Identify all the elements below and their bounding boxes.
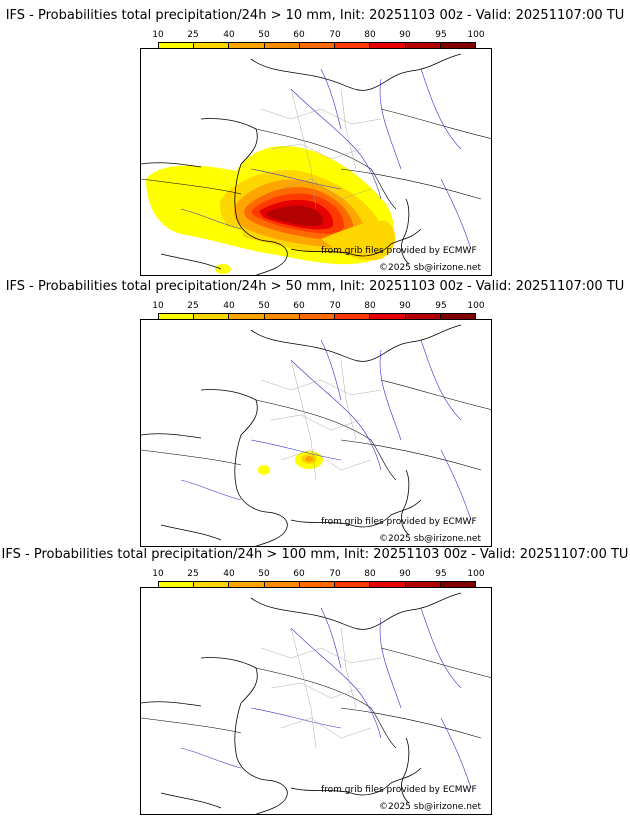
panel-100mm: IFS - Probabilities total precipitation/… (0, 547, 630, 822)
legend-swatch (299, 43, 336, 49)
legend-tick: 100 (467, 569, 485, 579)
legend-tick: 40 (223, 30, 235, 40)
legend-tick: 10 (152, 569, 164, 579)
rivers (180, 339, 472, 521)
rivers (180, 68, 472, 250)
legend-tick: 70 (329, 301, 341, 311)
legend-swatch (335, 582, 371, 588)
admin-boundaries (260, 359, 382, 481)
legend-swatch (405, 314, 441, 320)
legend-tick: 50 (258, 569, 270, 579)
legend-swatch (370, 314, 406, 320)
legend-swatch (299, 582, 336, 588)
panel-title: IFS - Probabilities total precipitation/… (1, 547, 629, 562)
legend-swatch (440, 43, 475, 49)
legend-tick: 60 (293, 569, 305, 579)
map-svg (141, 53, 491, 275)
precip-field (258, 451, 323, 475)
legend-tick: 80 (364, 30, 376, 40)
legend-tick: 60 (293, 301, 305, 311)
legend-tick: 95 (435, 30, 447, 40)
map-frame: from grib files provided by ECMWF ©2025 … (140, 319, 492, 547)
legend-swatch (264, 43, 300, 49)
panel-50mm: IFS - Probabilities total precipitation/… (0, 279, 630, 549)
credit-copyright: ©2025 sb@irizone.net (379, 534, 481, 544)
legend-swatch (229, 314, 265, 320)
map-frame: from grib files provided by ECMWF ©2025 … (140, 587, 492, 815)
precip-field (146, 145, 396, 274)
legend-swatch (159, 314, 195, 320)
map-svg (141, 324, 491, 546)
legend-tick: 90 (399, 30, 411, 40)
legend-tick: 40 (223, 569, 235, 579)
legend-tick: 100 (467, 30, 485, 40)
legend-swatch (229, 582, 265, 588)
rivers (180, 607, 472, 789)
credit-source: from grib files provided by ECMWF (321, 785, 477, 795)
legend-swatch (264, 582, 300, 588)
legend-tick: 80 (364, 569, 376, 579)
legend-swatch (229, 43, 265, 49)
legend-tick: 50 (258, 30, 270, 40)
legend-tick: 25 (187, 30, 199, 40)
legend-swatch (335, 314, 371, 320)
legend-tick: 50 (258, 301, 270, 311)
legend-swatch (264, 314, 300, 320)
legend-tick: 40 (223, 301, 235, 311)
coastline (141, 324, 462, 546)
legend-swatch (440, 582, 475, 588)
credit-copyright: ©2025 sb@irizone.net (379, 263, 481, 273)
legend-swatch (194, 43, 230, 49)
legend-tick: 10 (152, 301, 164, 311)
legend-tick: 70 (329, 30, 341, 40)
country-borders (141, 647, 491, 749)
coastline (141, 592, 462, 814)
legend-tick: 90 (399, 301, 411, 311)
legend-swatch (440, 314, 475, 320)
admin-boundaries (260, 627, 382, 749)
admin-boundaries (260, 88, 382, 210)
panel-title: IFS - Probabilities total precipitation/… (5, 279, 625, 294)
country-borders (141, 108, 491, 210)
panel-10mm: IFS - Probabilities total precipitation/… (0, 8, 630, 278)
legend-swatch (299, 314, 336, 320)
map-frame: from grib files provided by ECMWF ©2025 … (140, 48, 492, 276)
legend-swatch (159, 582, 195, 588)
legend-tick: 70 (329, 569, 341, 579)
legend-tick: 95 (435, 301, 447, 311)
legend-swatch (405, 582, 441, 588)
credit-copyright: ©2025 sb@irizone.net (379, 802, 481, 812)
color-legend: 10 25 40 50 60 70 80 90 95 100 (152, 569, 485, 591)
legend-swatch (159, 43, 195, 49)
legend-tick: 25 (187, 301, 199, 311)
legend-tick: 100 (467, 301, 485, 311)
country-borders (141, 379, 491, 481)
legend-swatch (194, 582, 230, 588)
panel-title: IFS - Probabilities total precipitation/… (5, 8, 625, 23)
legend-swatch (335, 43, 371, 49)
legend-swatch (370, 43, 406, 49)
legend-tick: 95 (435, 569, 447, 579)
legend-swatch (370, 582, 406, 588)
legend-tick: 80 (364, 301, 376, 311)
legend-tick: 25 (187, 569, 199, 579)
legend-swatch (405, 43, 441, 49)
legend-tick: 90 (399, 569, 411, 579)
legend-swatch (194, 314, 230, 320)
legend-tick: 60 (293, 30, 305, 40)
map-svg (141, 592, 491, 814)
credit-source: from grib files provided by ECMWF (321, 246, 477, 256)
credit-source: from grib files provided by ECMWF (321, 517, 477, 527)
legend-tick: 10 (152, 30, 164, 40)
